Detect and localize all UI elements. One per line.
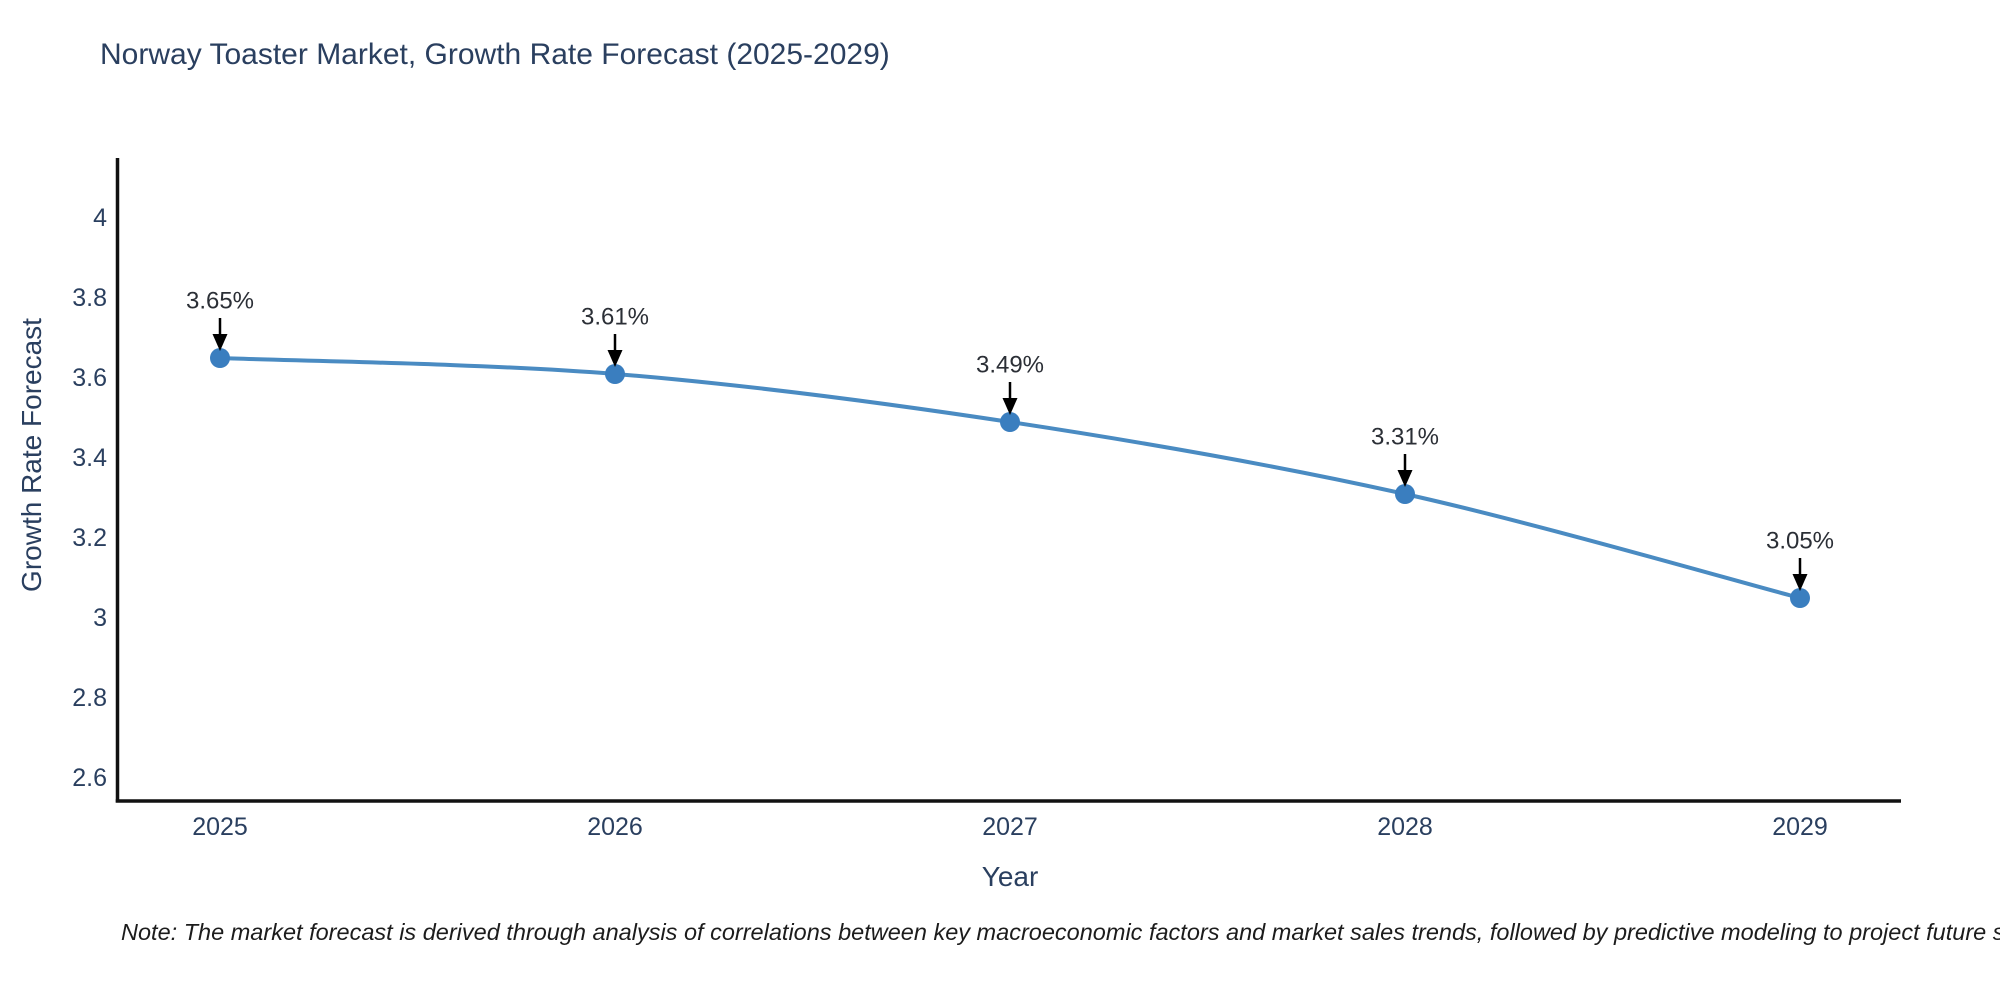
x-tick-label: 2029 [1772,813,1828,841]
annotation-arrowhead [212,334,228,351]
x-tick-label: 2028 [1377,813,1433,841]
chart-title: Norway Toaster Market, Growth Rate Forec… [100,38,890,71]
x-tick-label: 2025 [192,813,248,841]
data-point-marker [1000,412,1020,432]
annotation-label: 3.31% [1371,424,1439,451]
y-tick-label: 3 [93,604,107,632]
x-tick-label: 2027 [982,813,1038,841]
x-tick-label: 2026 [587,813,643,841]
annotation-label: 3.65% [186,288,254,315]
annotation-arrowhead [1792,574,1808,591]
y-tick-label: 3.8 [72,284,107,312]
annotation-arrowhead [1397,470,1413,487]
annotation-label: 3.61% [581,304,649,331]
y-tick-label: 3.2 [72,524,107,552]
annotation-arrowhead [607,350,623,367]
y-tick-label: 3.4 [72,444,107,472]
x-axis-title: Year [981,861,1039,892]
data-point-marker [1395,484,1415,504]
annotation-label: 3.49% [976,352,1044,379]
y-tick-label: 2.6 [72,764,107,792]
data-point-marker [210,348,230,368]
annotation-label: 3.05% [1766,528,1834,555]
data-point-marker [605,364,625,384]
footnote: Note: The market forecast is derived thr… [121,919,2000,945]
data-point-marker [1790,588,1810,608]
annotation-arrowhead [1002,398,1018,415]
y-tick-label: 2.8 [72,684,107,712]
y-tick-label: 3.6 [72,364,107,392]
y-tick-label: 4 [93,204,107,232]
